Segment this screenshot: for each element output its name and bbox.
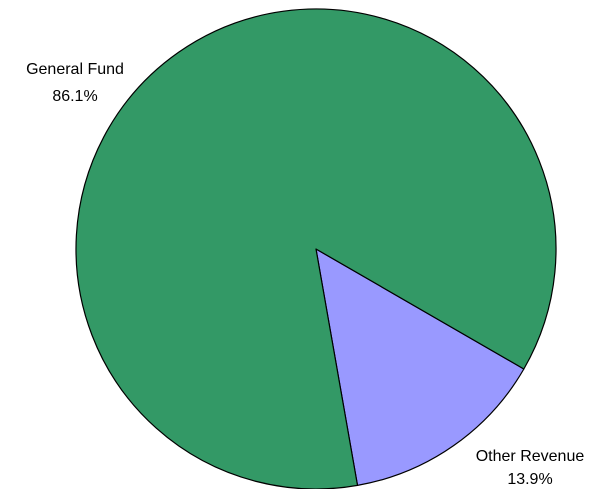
slice-label: Other Revenue <box>476 448 585 465</box>
pie-slice <box>75 8 557 489</box>
slice-label: General Fund <box>26 61 124 78</box>
pie-slice <box>315 248 525 486</box>
slice-value-label: 86.1% <box>52 88 97 105</box>
slice-value-label: 13.9% <box>507 471 552 488</box>
